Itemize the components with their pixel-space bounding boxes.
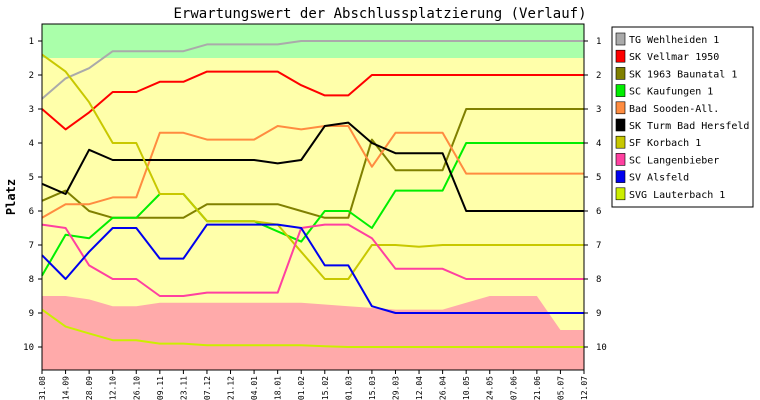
x-tick-label: 12.10 bbox=[109, 376, 118, 400]
y-axis-label: Platz bbox=[4, 179, 18, 215]
legend-label-9: SVG Lauterbach 1 bbox=[629, 190, 725, 201]
x-tick-label: 07.06 bbox=[509, 376, 518, 400]
y-tick-label-right: 10 bbox=[596, 343, 607, 353]
chart-title: Erwartungswert der Abschlussplatzierung … bbox=[173, 6, 586, 22]
y-tick-label-right: 1 bbox=[596, 37, 601, 47]
x-tick-label: 21.06 bbox=[533, 376, 542, 400]
legend-swatch-1 bbox=[615, 49, 626, 63]
y-tick-label-right: 8 bbox=[596, 275, 601, 285]
legend-label-1: SK Vellmar 1950 bbox=[629, 52, 719, 63]
legend-label-0: TG Wehlheiden 1 bbox=[629, 35, 719, 46]
legend-swatch-0 bbox=[615, 32, 626, 46]
legend-label-5: SK Turm Bad Hersfeld bbox=[629, 121, 749, 132]
legend-swatch-3 bbox=[615, 84, 626, 97]
legend: TG Wehlheiden 1 SK Vellmar 1950 SK 1963 Ba… bbox=[611, 26, 754, 208]
legend-label-6: SF Korbach 1 bbox=[629, 138, 701, 149]
series-line-5 bbox=[41, 121, 584, 212]
x-tick-label: 23.11 bbox=[179, 376, 188, 400]
y-tick-label-left: 3 bbox=[29, 105, 34, 115]
y-tick-label-right: 4 bbox=[596, 139, 601, 149]
x-tick-label: 05.07 bbox=[556, 376, 565, 400]
y-tick-label-left: 8 bbox=[29, 275, 34, 285]
x-tick-label: 09.11 bbox=[156, 376, 165, 400]
y-tick-label-left: 6 bbox=[29, 207, 34, 217]
legend-swatch-7 bbox=[615, 153, 626, 166]
legend-label-2: SK 1963 Baunatal 1 bbox=[629, 69, 737, 80]
band-red bbox=[42, 296, 584, 370]
y-tick-label-left: 9 bbox=[29, 309, 34, 319]
x-tick-label: 07.12 bbox=[203, 376, 212, 400]
legend-swatch-8 bbox=[615, 170, 626, 183]
x-tick-label: 01.02 bbox=[297, 376, 306, 400]
x-tick-label: 24.05 bbox=[486, 376, 495, 400]
legend-swatch-2 bbox=[615, 67, 626, 80]
y-tick-label-left: 1 bbox=[29, 37, 34, 47]
x-axis: 31.08 14.09 28.09 12.10 26.10 09.11 23.11 07.12… bbox=[38, 370, 589, 400]
x-tick-label: 01.03 bbox=[344, 376, 353, 400]
x-tick-label: 15.03 bbox=[368, 376, 377, 400]
x-tick-label: 29.03 bbox=[391, 376, 400, 400]
y-tick-label-left: 5 bbox=[29, 173, 34, 183]
series-line-1 bbox=[41, 70, 584, 131]
y-tick-label-left: 2 bbox=[29, 71, 34, 81]
y-tick-label-right: 9 bbox=[596, 309, 601, 319]
y-axis-left: 1 2 3 4 5 6 7 8 9 10 bbox=[23, 37, 42, 353]
x-tick-label: 12.07 bbox=[580, 376, 589, 400]
y-tick-label-right: 3 bbox=[596, 105, 601, 115]
x-tick-label: 10.05 bbox=[462, 376, 471, 400]
legend-swatch-4 bbox=[615, 101, 626, 115]
x-tick-label: 14.09 bbox=[62, 376, 71, 400]
y-tick-label-left: 10 bbox=[23, 343, 34, 353]
x-tick-label: 26.04 bbox=[439, 376, 448, 400]
series-line-8 bbox=[41, 223, 584, 314]
series-layer bbox=[41, 40, 584, 348]
y-tick-label-right: 6 bbox=[596, 207, 601, 217]
legend-swatch-6 bbox=[615, 135, 626, 149]
series-line-4 bbox=[41, 125, 584, 219]
y-tick-label-right: 5 bbox=[596, 173, 601, 183]
legend-label-3: SC Kaufungen 1 bbox=[629, 87, 713, 98]
legend-label-4: Bad Sooden-All. bbox=[629, 104, 719, 115]
x-tick-label: 15.02 bbox=[321, 376, 330, 400]
y-tick-label-right: 7 bbox=[596, 241, 601, 251]
series-line-9 bbox=[41, 308, 584, 348]
y-tick-label-left: 7 bbox=[29, 241, 34, 251]
y-tick-label-left: 4 bbox=[29, 139, 34, 149]
x-tick-label: 21.12 bbox=[227, 376, 236, 400]
legend-swatch-9 bbox=[615, 187, 626, 201]
x-tick-label: 28.09 bbox=[85, 376, 94, 400]
y-tick-label-right: 2 bbox=[596, 71, 601, 81]
series-line-7 bbox=[41, 223, 584, 297]
legend-label-8: SV Alsfeld bbox=[629, 173, 689, 184]
x-tick-label: 12.04 bbox=[415, 376, 424, 400]
x-tick-label: 18.01 bbox=[274, 376, 283, 400]
x-tick-label: 04.01 bbox=[250, 376, 259, 400]
plot-frame bbox=[41, 23, 585, 371]
x-tick-label: 31.08 bbox=[38, 376, 47, 400]
series-line-0 bbox=[41, 40, 584, 100]
series-line-6 bbox=[41, 53, 584, 280]
x-tick-label: 26.10 bbox=[132, 376, 141, 400]
y-axis-right: 1 2 3 4 5 6 7 8 9 10 bbox=[584, 37, 607, 353]
legend-label-7: SC Langenbieber bbox=[629, 155, 719, 166]
legend-box bbox=[611, 26, 754, 208]
legend-swatch-5 bbox=[615, 118, 626, 132]
